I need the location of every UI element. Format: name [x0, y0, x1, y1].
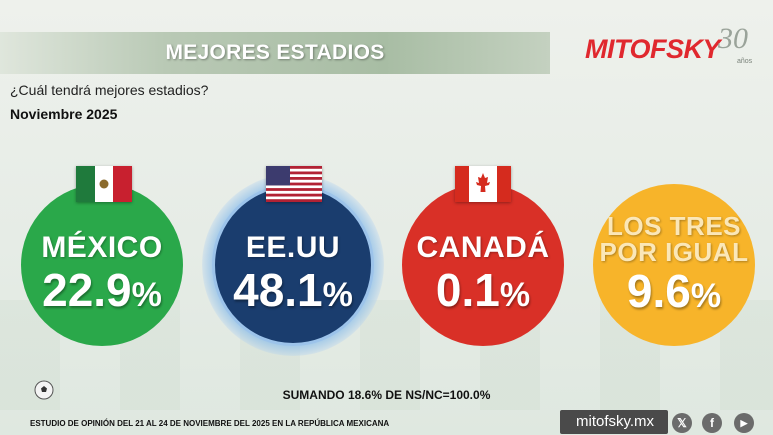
result-value-canada: 0.1% — [435, 263, 531, 316]
page-title: MEJORES ESTADIOS — [165, 41, 385, 64]
result-circle-los-tres: LOS TRES POR IGUAL 9.6% — [593, 184, 755, 346]
anniversary-badge-sub: años — [737, 58, 753, 65]
survey-date: Noviembre 2025 — [10, 106, 118, 122]
result-value-usa: 48.1% — [233, 263, 353, 316]
survey-question: ¿Cuál tendrá mejores estadios? — [10, 82, 209, 98]
anniversary-badge: 30 — [718, 22, 748, 55]
result-label-tres-line1: LOS TRES — [606, 210, 741, 241]
result-value-mexico: 22.9% — [42, 263, 162, 316]
website-link[interactable]: mitofsky.mx — [560, 410, 668, 434]
result-value-los-tres: 9.6% — [626, 264, 722, 317]
chart-note: SUMANDO 18.6% DE NS/NC=100.0% — [282, 388, 491, 402]
usa-flag-icon — [266, 166, 322, 202]
title-banner — [0, 32, 550, 74]
result-circle-canada: CANADÁ 0.1% — [402, 184, 564, 346]
youtube-icon[interactable]: ▶ — [734, 413, 754, 433]
result-label-tres-line2: POR IGUAL — [599, 236, 749, 267]
study-footnote: ESTUDIO DE OPINIÓN DEL 21 AL 24 DE NOVIE… — [30, 419, 390, 428]
result-label-canada: CANADÁ — [416, 230, 550, 264]
result-circle-mexico: MÉXICO 22.9% — [21, 184, 183, 346]
result-label-usa: EE.UU — [245, 230, 341, 264]
result-label-mexico: MÉXICO — [41, 230, 163, 264]
canada-flag-icon — [455, 166, 511, 202]
mitofsky-logo: MITOFSKY — [585, 34, 721, 64]
facebook-icon[interactable]: f — [702, 413, 722, 433]
x-icon[interactable]: 𝕏 — [672, 413, 692, 433]
result-circle-usa: EE.UU 48.1% — [212, 184, 374, 346]
soccer-ball-icon — [34, 380, 54, 400]
mexico-flag-icon — [76, 166, 132, 202]
